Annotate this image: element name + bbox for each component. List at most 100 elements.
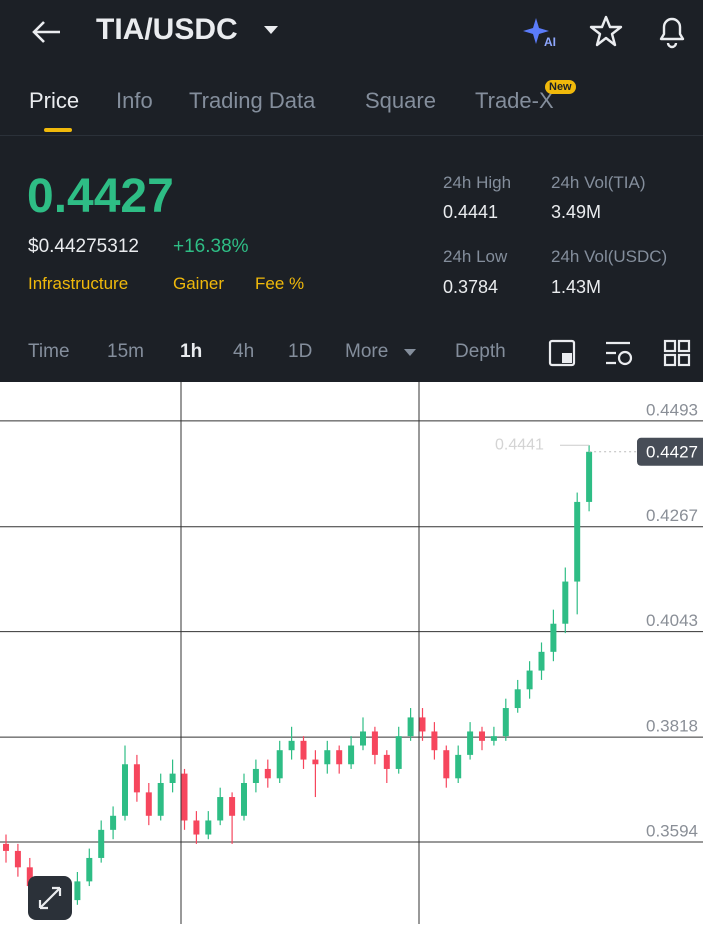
last-price-label: 0.4427	[646, 442, 698, 461]
candle-body	[98, 829, 105, 858]
tab[interactable]: Price	[29, 88, 80, 113]
back-button[interactable]	[30, 18, 62, 46]
candle-body	[490, 736, 497, 741]
interval[interactable]: 4h	[233, 341, 255, 362]
tab[interactable]: Trade-X	[475, 88, 554, 113]
candlestick-chart[interactable]: 0.3594 0.3818 0.4043 0.4267 0.4493 0.4441 0.44…	[0, 382, 703, 924]
stat-label: 24h Vol(USDC)	[551, 247, 668, 266]
candle-body	[288, 740, 295, 751]
candle-body	[550, 623, 557, 652]
new-badge: New	[545, 80, 576, 94]
candle-body	[562, 581, 569, 624]
tag[interactable]: Infrastructure	[28, 274, 129, 293]
tab[interactable]: Square	[365, 88, 436, 113]
tab[interactable]: Info	[116, 88, 153, 113]
tag[interactable]: Fee %	[255, 274, 305, 293]
fullscreen-icon	[38, 886, 62, 910]
candle-body	[122, 764, 128, 816]
candle-body	[538, 651, 545, 671]
more-caret	[404, 349, 416, 356]
candle-body	[217, 797, 224, 821]
interval[interactable]: Time	[28, 341, 70, 362]
tab[interactable]: Trading Data	[189, 88, 316, 113]
indicator-icon[interactable]	[548, 339, 576, 367]
svg-text:AI: AI	[544, 35, 556, 48]
fullscreen-button[interactable]	[28, 876, 72, 920]
candle-body	[133, 764, 140, 793]
candle-body	[252, 768, 259, 783]
pair-title[interactable]: TIA/USDC	[96, 13, 238, 46]
candle-body	[26, 867, 33, 887]
stat-value: 0.3784	[443, 277, 499, 297]
candle-body	[169, 773, 176, 783]
candle-body	[241, 782, 247, 816]
candle-body	[145, 792, 152, 816]
divider	[0, 135, 703, 136]
candle-body	[14, 850, 21, 868]
y-tick-label: 0.3594	[646, 822, 698, 841]
interval[interactable]: 1D	[288, 341, 313, 362]
candle-body	[74, 881, 81, 901]
high-marker-label: 0.4441	[495, 436, 544, 453]
candle-body	[443, 750, 450, 779]
candle-body	[395, 736, 402, 769]
interval[interactable]: 15m	[107, 341, 144, 362]
last-price: 0.4427	[27, 170, 174, 223]
stat-label: 24h Low	[443, 247, 508, 266]
y-tick-label: 0.4267	[646, 506, 698, 525]
ai-icon[interactable]: AI	[522, 16, 558, 48]
candle-body	[86, 857, 93, 882]
candle-body	[229, 797, 236, 816]
candle-body	[110, 815, 117, 830]
active-tab-indicator	[44, 128, 72, 132]
price-change: +16.38%	[173, 236, 249, 257]
candle-body	[455, 754, 462, 779]
stat-value: 1.43M	[551, 277, 602, 297]
candle-body	[181, 773, 188, 821]
candle-body	[526, 670, 533, 690]
candle-body	[371, 731, 378, 755]
candle-body	[300, 740, 307, 760]
candle-body	[348, 745, 355, 765]
stat-value: 3.49M	[551, 202, 602, 222]
depth-tab[interactable]: Depth	[455, 341, 506, 362]
last-price-tag	[637, 437, 703, 466]
stat-label: 24h Vol(TIA)	[551, 173, 646, 192]
candle-body	[467, 731, 474, 755]
y-tick-label: 0.4493	[646, 400, 698, 419]
candle-body	[3, 843, 9, 851]
pair-caret[interactable]	[262, 24, 280, 36]
candle-body	[264, 768, 271, 779]
notification-icon[interactable]	[655, 13, 689, 49]
candle-body	[502, 708, 509, 737]
candle-body	[419, 717, 426, 732]
candle-body	[276, 750, 283, 779]
candle-body	[193, 820, 200, 835]
candle-body	[383, 754, 390, 769]
candle-body	[407, 717, 414, 737]
stat-label: 24h High	[443, 173, 512, 192]
candle-body	[431, 731, 438, 751]
candle-body	[514, 689, 521, 709]
candle-body	[586, 451, 593, 502]
stat-value: 0.4441	[443, 202, 499, 222]
header-panel: TIA/USDC AI Price Info Trading Data Squa…	[0, 0, 703, 382]
candle-body	[360, 731, 366, 746]
candle-body	[205, 820, 212, 835]
usd-price: $0.44275312	[28, 236, 139, 257]
candle-body	[336, 750, 343, 765]
y-tick-label: 0.4043	[646, 611, 698, 630]
favorite-icon[interactable]	[589, 14, 623, 48]
tag[interactable]: Gainer	[173, 274, 225, 293]
settings-icon[interactable]	[604, 339, 634, 367]
more-menu[interactable]: More	[345, 341, 389, 362]
candle-body	[574, 501, 581, 582]
y-tick-label: 0.3818	[646, 717, 698, 736]
candle-body	[324, 750, 331, 765]
candle-body	[312, 759, 319, 765]
interval[interactable]: 1h	[180, 341, 203, 362]
candle-body	[479, 731, 485, 741]
layout-icon[interactable]	[663, 339, 691, 367]
candle-body	[157, 782, 164, 816]
